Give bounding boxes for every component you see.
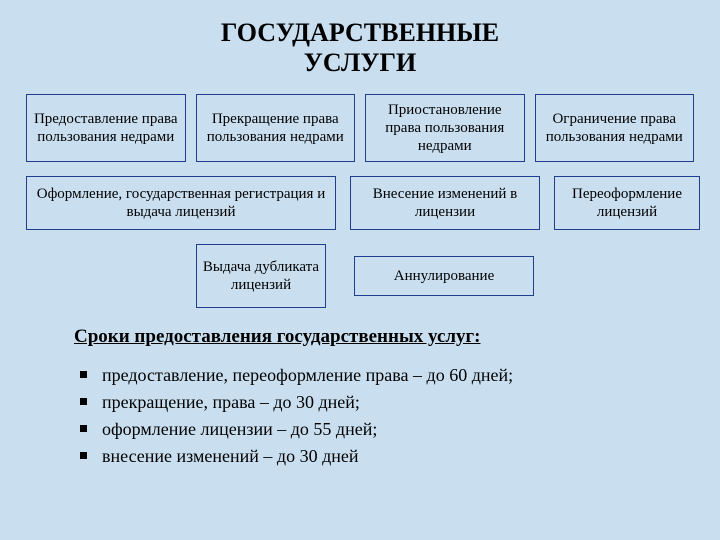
deadline-item: предоставление, переоформление права – д… [74,362,694,389]
services-row-1: Предоставление права пользования недрами… [26,94,694,162]
deadline-item: прекращение, права – до 30 дней; [74,389,694,416]
service-box-grant-rights: Предоставление права пользования недрами [26,94,186,162]
title-line-2: УСЛУГИ [304,48,416,77]
service-box-suspend-rights: Приостановление права пользования недрам… [365,94,525,162]
service-box-restrict-rights: Ограничение права пользования недрами [535,94,695,162]
title-line-1: ГОСУДАРСТВЕННЫЕ [221,18,499,47]
services-row-2: Оформление, государственная регистрация … [26,176,694,230]
deadlines-list: предоставление, переоформление права – д… [74,362,694,470]
page-title: ГОСУДАРСТВЕННЫЕ УСЛУГИ [26,18,694,78]
service-box-reissue-licenses: Переоформление лицензий [554,176,700,230]
service-box-terminate-rights: Прекращение права пользования недрами [196,94,356,162]
service-box-annulment: Аннулирование [354,256,534,296]
services-row-3: Выдача дубликата лицензий Аннулирование [196,244,694,308]
deadline-item: оформление лицензии – до 55 дней; [74,416,694,443]
service-box-duplicate-licenses: Выдача дубликата лицензий [196,244,326,308]
deadlines-heading: Сроки предоставления государственных усл… [74,326,694,348]
deadline-item: внесение изменений – до 30 дней [74,443,694,470]
service-box-amend-licenses: Внесение изменений в лицензии [350,176,540,230]
service-box-issue-licenses: Оформление, государственная регистрация … [26,176,336,230]
